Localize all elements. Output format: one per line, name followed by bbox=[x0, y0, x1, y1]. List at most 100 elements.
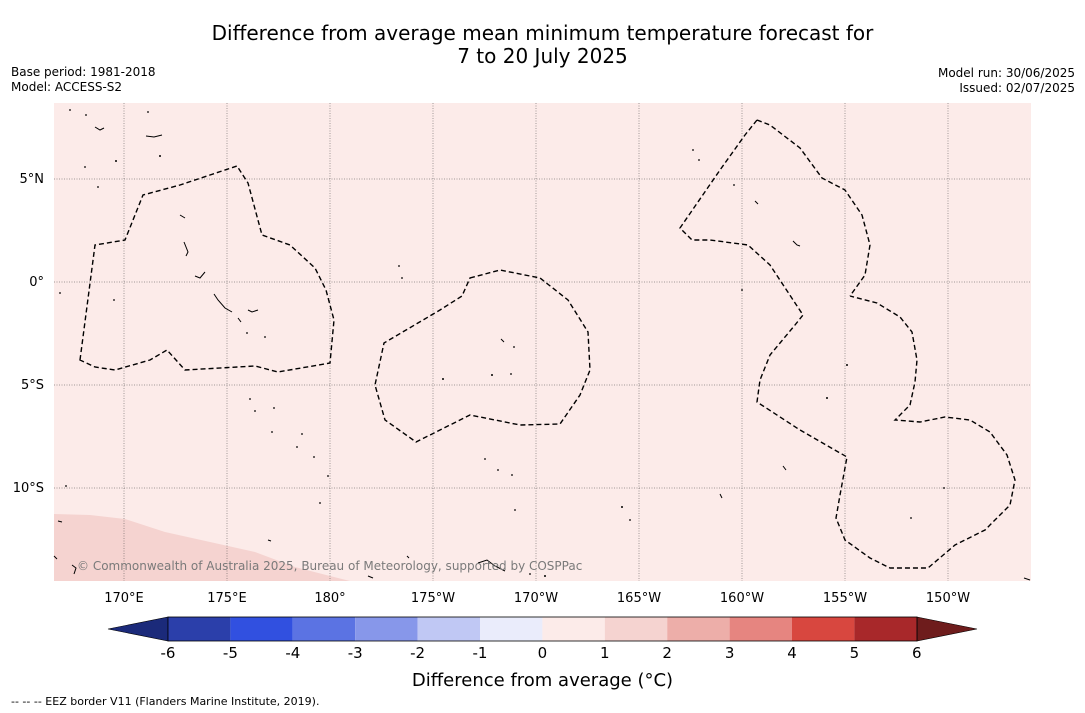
eez-borders bbox=[79, 119, 1016, 569]
colorbar-segment bbox=[480, 617, 543, 641]
lat-label-5n: 5°N bbox=[20, 172, 45, 187]
island bbox=[754, 200, 759, 205]
meta-right: Model run: 30/06/2025 Issued: 02/07/2025 bbox=[938, 66, 1075, 96]
title-line-2: 7 to 20 July 2025 bbox=[457, 44, 628, 68]
colorbar-segment bbox=[355, 617, 418, 641]
lon-label-170e: 170°E bbox=[104, 591, 144, 606]
islet bbox=[327, 475, 329, 477]
island bbox=[145, 134, 163, 138]
small-islands bbox=[59, 109, 945, 577]
island bbox=[247, 309, 259, 313]
island bbox=[183, 241, 189, 257]
islet bbox=[271, 431, 273, 433]
islet bbox=[491, 374, 493, 376]
island bbox=[57, 520, 63, 523]
island bbox=[267, 539, 272, 542]
colorbar-tick: 5 bbox=[850, 644, 860, 662]
lon-label-150w: 150°W bbox=[926, 591, 970, 606]
longitude-labels: 170°E 175°E 180° 175°W 170°W 165°W 160°W… bbox=[104, 591, 970, 606]
islet bbox=[159, 155, 161, 157]
islet bbox=[69, 109, 71, 111]
lon-label-165w: 165°W bbox=[617, 591, 661, 606]
islet bbox=[910, 517, 912, 519]
colorbar: -6 -5 -4 -3 -2 -1 0 1 2 3 4 5 6 bbox=[107, 616, 978, 662]
lat-label-eq: 0° bbox=[29, 275, 44, 290]
warm-anomaly-region bbox=[54, 514, 350, 581]
colorbar-tick: 2 bbox=[662, 644, 672, 662]
islet bbox=[85, 114, 87, 116]
meta-left: Base period: 1981-2018 Model: ACCESS-S2 bbox=[11, 65, 156, 95]
colorbar-segments bbox=[168, 617, 917, 641]
eez-border-east-north bbox=[756, 119, 871, 297]
islet bbox=[846, 364, 848, 366]
islet bbox=[249, 398, 251, 400]
island bbox=[1023, 577, 1031, 581]
islet bbox=[544, 575, 546, 577]
island bbox=[719, 493, 723, 499]
colorbar-tick: -6 bbox=[161, 644, 176, 662]
islet bbox=[313, 456, 315, 458]
islet bbox=[484, 458, 486, 460]
islet bbox=[319, 502, 321, 504]
colorbar-tick: 6 bbox=[912, 644, 922, 662]
colorbar-title: Difference from average (°C) bbox=[411, 670, 674, 691]
islet bbox=[510, 373, 512, 375]
island bbox=[477, 559, 506, 572]
islet bbox=[84, 166, 86, 168]
lat-label-10s: 10°S bbox=[13, 481, 44, 496]
map-title: Difference from average mean minimum tem… bbox=[0, 22, 1085, 68]
islet bbox=[943, 487, 945, 489]
colorbar-tick: -1 bbox=[473, 644, 488, 662]
colorbar-segment bbox=[792, 617, 855, 641]
islands bbox=[53, 126, 1031, 581]
island bbox=[53, 555, 58, 560]
island bbox=[213, 293, 233, 313]
islet bbox=[442, 378, 444, 380]
copyright-text: © Commonwealth of Australia 2025, Bureau… bbox=[77, 559, 582, 573]
islet bbox=[692, 149, 694, 151]
map-background bbox=[54, 103, 1031, 581]
island bbox=[71, 564, 77, 575]
colorbar-tick: 0 bbox=[538, 644, 548, 662]
colorbar-segment bbox=[854, 617, 917, 641]
colorbar-segment bbox=[667, 617, 730, 641]
islet bbox=[273, 407, 275, 409]
islet bbox=[741, 289, 743, 291]
island bbox=[367, 575, 374, 579]
islet bbox=[698, 159, 700, 161]
graticule bbox=[54, 103, 1031, 581]
base-period: Base period: 1981-2018 bbox=[11, 65, 156, 79]
islet bbox=[529, 573, 531, 575]
islet bbox=[115, 160, 117, 162]
islet bbox=[113, 299, 115, 301]
lon-label-170w: 170°W bbox=[514, 591, 558, 606]
colorbar-tick: -2 bbox=[410, 644, 425, 662]
colorbar-tick: 1 bbox=[600, 644, 610, 662]
islet bbox=[401, 277, 403, 279]
colorbar-segment bbox=[230, 617, 293, 641]
eez-border-west bbox=[79, 165, 335, 373]
island bbox=[500, 338, 505, 343]
islet bbox=[264, 336, 266, 338]
islet bbox=[826, 397, 828, 399]
islet bbox=[147, 111, 149, 113]
island bbox=[194, 271, 206, 279]
islet bbox=[497, 469, 499, 471]
islet bbox=[398, 265, 400, 267]
islet bbox=[514, 509, 516, 511]
lon-label-175w: 175°W bbox=[411, 591, 455, 606]
islet bbox=[65, 485, 67, 487]
lon-label-180: 180° bbox=[314, 591, 345, 606]
lon-label-175e: 175°E bbox=[207, 591, 247, 606]
islet bbox=[59, 292, 61, 294]
model-run: Model run: 30/06/2025 bbox=[937, 66, 1075, 80]
islet bbox=[511, 474, 513, 476]
lat-label-5s: 5°S bbox=[21, 378, 44, 393]
islet bbox=[301, 433, 303, 435]
islet bbox=[254, 410, 256, 412]
colorbar-ticks: -6 -5 -4 -3 -2 -1 0 1 2 3 4 5 6 bbox=[161, 644, 922, 662]
island bbox=[792, 240, 801, 247]
colorbar-tick: 3 bbox=[725, 644, 735, 662]
colorbar-segment bbox=[292, 617, 356, 641]
